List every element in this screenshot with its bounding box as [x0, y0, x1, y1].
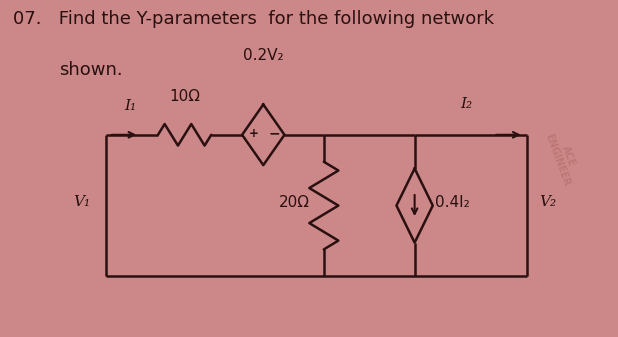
Text: 0.4I₂: 0.4I₂ [435, 195, 470, 210]
Text: I₂: I₂ [460, 97, 472, 112]
Text: 10Ω: 10Ω [169, 89, 200, 103]
Text: +: + [248, 127, 258, 140]
Text: −: − [268, 126, 280, 140]
Text: V₂: V₂ [540, 195, 556, 209]
Text: V₁: V₁ [73, 195, 90, 209]
Text: 07.   Find the Y-parameters  for the following network: 07. Find the Y-parameters for the follow… [14, 10, 494, 28]
Text: ACE
ENGINEER: ACE ENGINEER [543, 129, 583, 188]
Text: I₁: I₁ [124, 99, 136, 113]
Text: 0.2V₂: 0.2V₂ [243, 48, 284, 63]
Text: shown.: shown. [59, 61, 123, 79]
Text: 20Ω: 20Ω [279, 195, 310, 210]
